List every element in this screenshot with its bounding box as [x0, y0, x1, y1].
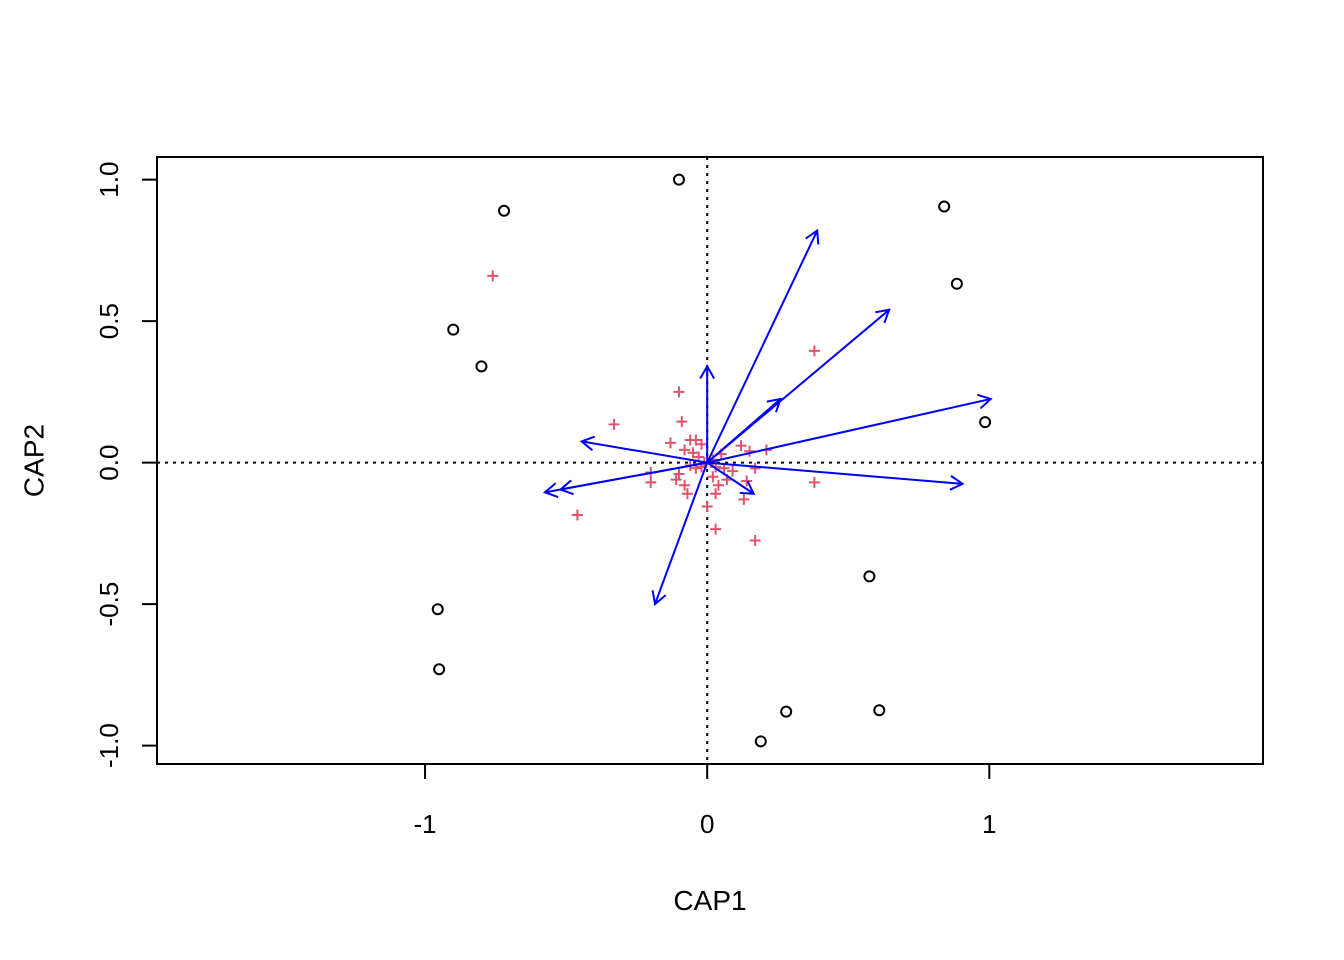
biplot-arrow-shaft	[706, 398, 782, 464]
biplot-arrow-shaft	[707, 461, 963, 485]
site-point	[475, 360, 488, 373]
species-point	[741, 475, 753, 487]
species-point	[487, 270, 499, 282]
biplot-arrow-shaft	[706, 230, 819, 464]
species-point	[710, 523, 722, 535]
biplot-arrow	[706, 228, 820, 464]
species-point	[701, 500, 713, 512]
biplot-arrow-head	[805, 228, 820, 245]
biplot-arrow	[579, 435, 708, 464]
species-point	[735, 440, 747, 452]
site-point	[873, 704, 886, 717]
site-points	[431, 173, 992, 748]
species-point	[690, 434, 702, 446]
species-point	[670, 474, 682, 486]
species-point	[710, 488, 722, 500]
site-point	[863, 570, 876, 583]
x-tick-label: 1	[982, 809, 996, 839]
species-point	[712, 479, 724, 491]
site-point	[447, 323, 460, 336]
site-point	[431, 603, 444, 616]
y-axis: -1.0 -0.5 0.0 0.5 1.0	[94, 162, 158, 768]
biplot-arrow	[706, 461, 756, 495]
biplot-arrow	[699, 364, 716, 463]
biplot-arrow-head	[739, 480, 756, 495]
site-point	[938, 200, 951, 213]
biplot-arrow-shaft	[654, 462, 709, 605]
species-point	[679, 444, 691, 456]
x-axis: -1 0 1	[413, 763, 997, 839]
species-point	[749, 462, 761, 474]
biplot-arrow-head	[977, 393, 993, 410]
y-tick-label: 1.0	[94, 162, 124, 198]
x-tick-label: -1	[413, 809, 436, 839]
biplot-arrow	[706, 397, 783, 464]
biplot-arrow	[542, 461, 708, 498]
biplot-arrow-head	[875, 308, 891, 324]
biplot-arrow-head	[699, 364, 716, 380]
site-point	[950, 277, 963, 290]
site-point	[433, 663, 446, 676]
species-point	[673, 386, 685, 398]
biplot-arrow-head	[542, 482, 559, 498]
species-point	[749, 534, 761, 546]
species-point	[676, 416, 688, 428]
biplot-arrow-head	[579, 435, 596, 452]
site-point	[979, 416, 992, 429]
species-point	[681, 488, 693, 500]
y-tick-label: -1.0	[94, 723, 124, 768]
biplot-arrow-shaft	[581, 440, 708, 464]
species-point	[808, 345, 820, 357]
biplot-arrow-head	[949, 475, 965, 491]
biplot-arrow-shaft	[706, 397, 991, 464]
species-point	[738, 493, 750, 505]
species-point	[696, 438, 708, 450]
species-point	[608, 418, 620, 430]
species-point	[673, 468, 685, 480]
site-point	[672, 173, 685, 186]
biplot-arrow	[651, 462, 709, 606]
biplot-arrow-head	[766, 397, 783, 413]
y-axis-title: CAP2	[18, 424, 49, 497]
y-tick-label: 0.5	[94, 303, 124, 339]
species-point	[808, 476, 820, 488]
x-axis-title: CAP1	[673, 885, 746, 916]
species-point	[707, 471, 719, 483]
site-point	[498, 204, 511, 217]
species-point	[687, 447, 699, 459]
species-point	[645, 476, 657, 488]
site-point	[754, 735, 767, 748]
species-point	[571, 509, 583, 521]
species-point	[727, 465, 739, 477]
species-point	[679, 479, 691, 491]
biplot-arrow-shaft	[706, 461, 755, 495]
site-point	[780, 705, 793, 718]
x-tick-label: 0	[700, 809, 714, 839]
y-tick-label: 0.0	[94, 445, 124, 481]
biplot-arrow-shaft	[544, 461, 708, 494]
biplot-arrow	[706, 393, 993, 464]
biplot-arrows	[542, 228, 993, 606]
biplot-arrow	[707, 461, 965, 491]
species-point	[665, 437, 676, 449]
biplot-arrow-head	[651, 590, 667, 606]
y-tick-label: -0.5	[94, 582, 124, 627]
